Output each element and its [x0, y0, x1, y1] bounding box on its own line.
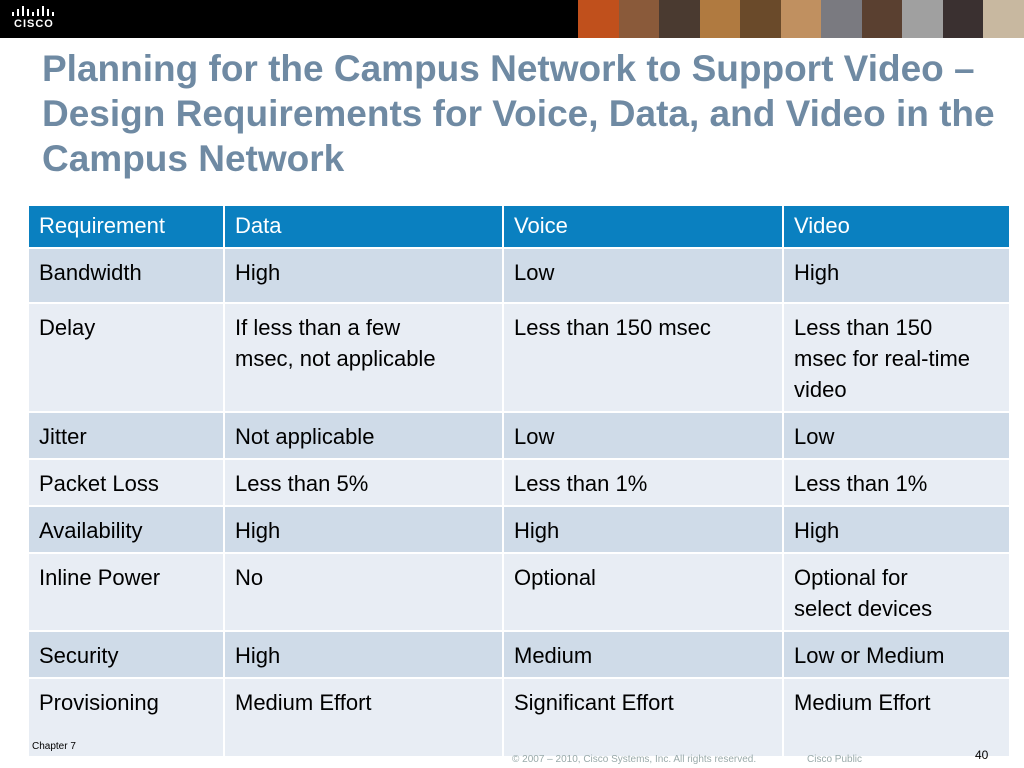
table-cell: High	[223, 247, 504, 304]
header-row: Requirement Data Voice Video	[27, 204, 1011, 249]
top-bar: CISCO	[0, 0, 1024, 38]
header-cell: Video	[782, 204, 1011, 249]
table-row: Delay If less than a few msec, not applic…	[27, 302, 1011, 413]
classification: Cisco Public	[807, 754, 863, 765]
table-cell: Bandwidth	[27, 247, 225, 304]
table-cell: No	[223, 552, 504, 632]
table-cell: Jitter	[27, 411, 225, 460]
table-row: Provisioning Medium Effort Significant Eff…	[27, 677, 1011, 758]
copyright: © 2007 – 2010, Cisco Systems, Inc. All r…	[512, 754, 757, 765]
table-cell: Less than 1%	[502, 458, 784, 507]
table-cell: Low or Medium	[782, 630, 1011, 679]
table-cell: Security	[27, 630, 225, 679]
table-cell: Less than 150 msec	[502, 302, 784, 413]
table-cell: Medium Effort	[223, 677, 504, 758]
table-cell: High	[782, 247, 1011, 304]
header-cell: Data	[223, 204, 504, 249]
table-cell: Low	[502, 247, 784, 304]
table-cell: Low	[502, 411, 784, 460]
page-number: 40	[975, 748, 989, 762]
header-cell: Voice	[502, 204, 784, 249]
table-row: Availability High High High	[27, 505, 1011, 554]
photo-strip	[578, 0, 1024, 38]
table-cell: Less than 150 msec for real-time video	[782, 302, 1011, 413]
requirements-table: Requirement Data Voice Video Bandwidth High Lo…	[27, 204, 1011, 758]
table-cell: High	[782, 505, 1011, 554]
table-cell: Packet Loss	[27, 458, 225, 507]
table-row: Jitter Not applicable Low Low	[27, 411, 1011, 460]
table-cell: High	[223, 505, 504, 554]
table-cell: Less than 1%	[782, 458, 1011, 507]
table-row: Packet Loss Less than 5% Less than 1% Less …	[27, 458, 1011, 507]
table-row: Security High Medium Low or Medium	[27, 630, 1011, 679]
table-cell: Optional	[502, 552, 784, 632]
table-cell: Low	[782, 411, 1011, 460]
table-cell: Delay	[27, 302, 225, 413]
table-cell: Availability	[27, 505, 225, 554]
table-row: Inline Power No Optional Optional for selec…	[27, 552, 1011, 632]
logo-bars	[12, 6, 54, 16]
table-cell: If less than a few msec, not applicable	[223, 302, 504, 413]
table-cell: High	[223, 630, 504, 679]
logo: CISCO	[14, 18, 54, 30]
header-cell: Requirement	[27, 204, 225, 249]
table-cell: Optional for select devices	[782, 552, 1011, 632]
table-row: Bandwidth High Low High	[27, 247, 1011, 304]
table-cell: Medium	[502, 630, 784, 679]
table-cell: Less than 5%	[223, 458, 504, 507]
slide-title: Planning for the Campus Network to Suppo…	[42, 48, 995, 179]
table-cell: Medium Effort	[782, 677, 1011, 758]
table-cell: High	[502, 505, 784, 554]
table-cell: Provisioning	[27, 677, 225, 758]
chapter: Chapter 7	[32, 741, 76, 752]
table-cell: Significant Effort	[502, 677, 784, 758]
table-cell: Not applicable	[223, 411, 504, 460]
table-cell: Inline Power	[27, 552, 225, 632]
